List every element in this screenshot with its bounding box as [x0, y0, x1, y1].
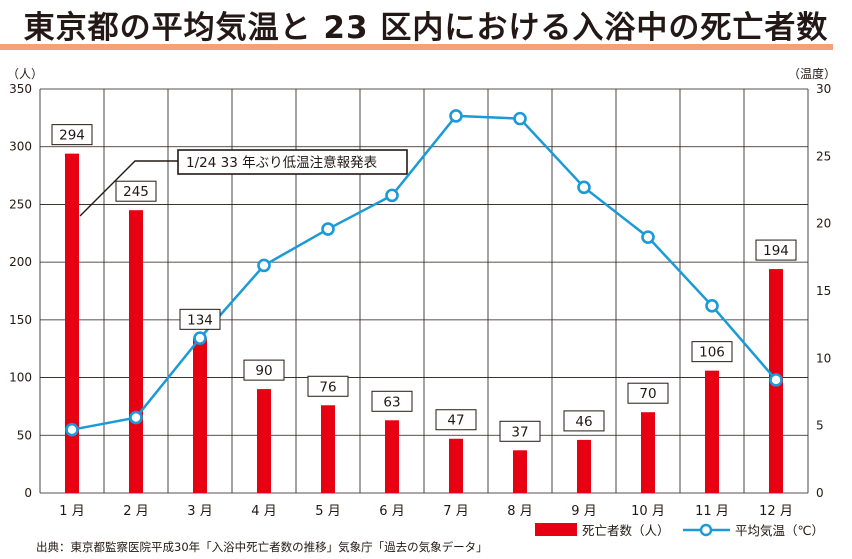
x-tick-label: 10 月	[631, 504, 665, 519]
bar-value-label: 134	[187, 312, 213, 328]
bar-value-box	[243, 359, 285, 381]
bar-value-box	[627, 382, 669, 404]
x-tick-label: 11 月	[695, 504, 729, 519]
legend-label-line: 平均気温（℃）	[735, 523, 824, 538]
bar-value-label: 245	[123, 184, 149, 200]
bar-value-box	[115, 180, 157, 202]
source-note: 出典：東京都監察医院平成30年「入浴中死亡者数の推移」気象庁「過去の気象データ」	[36, 540, 488, 554]
temperature-point-9	[577, 180, 591, 195]
bar-value-label: 37	[511, 424, 528, 440]
y-right-tick-label: 25	[816, 149, 831, 163]
title-underline	[0, 44, 833, 50]
temperature-point-10	[641, 230, 655, 244]
legend-swatch-bar	[535, 523, 577, 536]
bar-5	[321, 405, 335, 493]
x-tick-label: 2 月	[123, 504, 148, 519]
y-right-tick-label: 30	[816, 82, 831, 96]
bar-2	[129, 210, 143, 493]
bar-value-label: 63	[383, 394, 400, 410]
temperature-point-11	[705, 299, 719, 313]
temperature-point-7	[449, 109, 463, 123]
bar-value-label: 76	[319, 379, 336, 395]
bar-value-box	[499, 420, 541, 442]
bar-value-box	[307, 375, 349, 397]
bar-value-box	[51, 124, 93, 146]
x-tick-label: 3 月	[187, 504, 212, 519]
y-left-tick-label: 50	[17, 428, 32, 442]
bar-value-label: 90	[255, 363, 272, 379]
y-right-tick-label: 0	[816, 486, 824, 500]
temperature-point-8	[513, 111, 527, 126]
y-left-tick-label: 200	[9, 255, 32, 269]
annotation-text: 1/24 33 年ぶり低温注意報発表	[186, 154, 378, 171]
bar-3	[193, 338, 207, 493]
x-tick-label: 9 月	[571, 504, 596, 519]
chart-title: 東京都の平均気温と 23 区内における入浴中の死亡者数	[23, 10, 829, 46]
temperature-point-6	[385, 188, 399, 203]
temperature-point-2	[129, 410, 143, 425]
temperature-point-12	[769, 373, 783, 387]
temperature-line	[71, 114, 777, 431]
bar-value-label: 47	[447, 413, 464, 429]
bar-1	[65, 153, 79, 493]
y-right-tick-label: 20	[816, 217, 831, 231]
y-right-tick-label: 15	[816, 284, 831, 298]
bar-8	[513, 450, 527, 493]
x-tick-label: 5 月	[315, 504, 340, 519]
y-right-tick-label: 5	[816, 419, 824, 433]
bar-value-label: 46	[575, 414, 592, 430]
y-right-unit-label: （温度）	[788, 66, 836, 81]
x-tick-label: 12 月	[759, 504, 793, 519]
bar-9	[577, 439, 591, 493]
bar-7	[449, 438, 463, 493]
y-left-tick-label: 300	[9, 140, 32, 154]
x-tick-label: 7 月	[443, 504, 468, 519]
temperature-point-3	[193, 331, 207, 345]
annotation-leader-line	[79, 160, 178, 217]
bar-6	[385, 420, 399, 493]
annotation-box	[177, 149, 408, 175]
bar-value-box	[691, 341, 733, 363]
y-left-unit-label: （人）	[7, 67, 43, 81]
y-left-tick-label: 0	[24, 486, 32, 500]
x-tick-label: 4 月	[251, 504, 276, 519]
y-left-tick-label: 350	[9, 82, 32, 96]
bar-value-label: 106	[699, 345, 725, 361]
bar-value-label: 294	[59, 128, 85, 144]
x-tick-label: 1 月	[59, 504, 84, 519]
y-left-tick-label: 150	[9, 313, 32, 327]
y-left-tick-label: 100	[9, 371, 32, 385]
bar-value-label: 70	[639, 386, 656, 402]
bar-value-box	[435, 409, 477, 431]
x-tick-label: 8 月	[507, 504, 532, 519]
bar-value-label: 194	[763, 243, 789, 259]
bar-value-box	[563, 410, 605, 432]
bar-4	[257, 389, 271, 493]
bar-10	[641, 412, 655, 493]
y-left-tick-label: 250	[9, 197, 32, 211]
bar-11	[705, 370, 719, 493]
legend-marker	[699, 523, 713, 537]
bar-value-box	[179, 308, 221, 330]
y-right-tick-label: 10	[816, 351, 831, 365]
bar-value-box	[371, 390, 413, 412]
temperature-point-1	[65, 422, 79, 437]
temperature-point-5	[321, 222, 335, 236]
temperature-point-4	[257, 258, 271, 273]
legend-label-bar: 死亡者数（人）	[582, 523, 670, 538]
x-tick-label: 6 月	[379, 504, 404, 519]
bar-value-box	[755, 239, 797, 261]
